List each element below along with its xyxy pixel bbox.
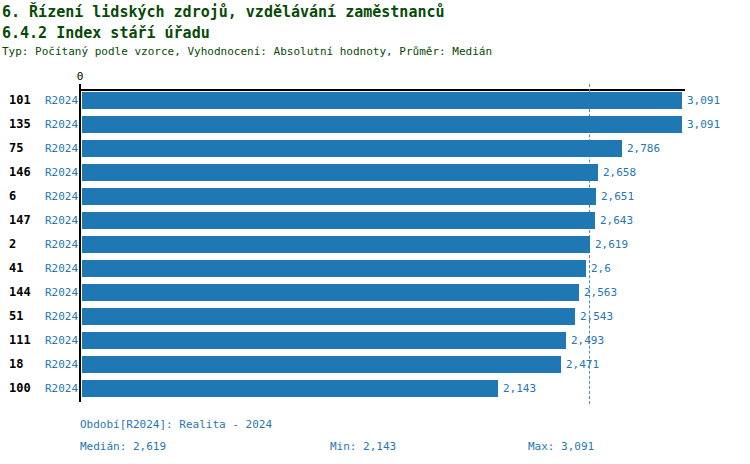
series-label: R2024 xyxy=(45,116,78,133)
value-bar xyxy=(82,116,682,133)
value-bar xyxy=(82,188,596,205)
value-label: 2,6 xyxy=(591,260,611,277)
category-label: 41 xyxy=(9,260,23,277)
value-bar xyxy=(82,212,595,229)
bar-row: 147 R2024 2,643 xyxy=(0,212,750,229)
bar-row: 51 R2024 2,543 xyxy=(0,308,750,325)
value-bar xyxy=(82,236,590,253)
series-label: R2024 xyxy=(45,140,78,157)
category-label: 75 xyxy=(9,140,23,157)
bar-row: 101 R2024 3,091 xyxy=(0,92,750,109)
bar-row: 135 R2024 3,091 xyxy=(0,116,750,133)
category-label: 2 xyxy=(9,236,16,253)
value-bar xyxy=(82,356,561,373)
category-label: 100 xyxy=(9,380,31,397)
chart-canvas: 6. Řízení lidských zdrojů, vzdělávání za… xyxy=(0,0,750,464)
value-bar xyxy=(82,92,682,109)
series-label: R2024 xyxy=(45,380,78,397)
series-label: R2024 xyxy=(45,92,78,109)
value-label: 2,658 xyxy=(603,164,636,181)
value-label: 2,143 xyxy=(503,380,536,397)
value-label: 2,493 xyxy=(571,332,604,349)
series-label: R2024 xyxy=(45,308,78,325)
category-label: 147 xyxy=(9,212,31,229)
value-label: 2,543 xyxy=(580,308,613,325)
bar-row: 100 R2024 2,143 xyxy=(0,380,750,397)
category-label: 18 xyxy=(9,356,23,373)
series-label: R2024 xyxy=(45,188,78,205)
value-label: 2,643 xyxy=(600,212,633,229)
category-label: 111 xyxy=(9,332,31,349)
bar-row: 75 R2024 2,786 xyxy=(0,140,750,157)
bar-row: 2 R2024 2,619 xyxy=(0,236,750,253)
bar-row: 111 R2024 2,493 xyxy=(0,332,750,349)
bar-row: 18 R2024 2,471 xyxy=(0,356,750,373)
bar-row: 146 R2024 2,658 xyxy=(0,164,750,181)
value-label: 2,619 xyxy=(595,236,628,253)
value-label: 2,563 xyxy=(584,284,617,301)
value-bar xyxy=(82,380,498,397)
value-label: 2,471 xyxy=(566,356,599,373)
value-bar xyxy=(82,140,622,157)
category-label: 101 xyxy=(9,92,31,109)
value-label: 3,091 xyxy=(687,92,720,109)
bar-row: 41 R2024 2,6 xyxy=(0,260,750,277)
value-label: 2,651 xyxy=(601,188,634,205)
category-label: 51 xyxy=(9,308,23,325)
category-label: 146 xyxy=(9,164,31,181)
value-bar xyxy=(82,260,586,277)
value-bar xyxy=(82,308,575,325)
series-label: R2024 xyxy=(45,236,78,253)
value-label: 2,786 xyxy=(627,140,660,157)
bar-row: 144 R2024 2,563 xyxy=(0,284,750,301)
category-label: 6 xyxy=(9,188,16,205)
series-label: R2024 xyxy=(45,164,78,181)
value-bar xyxy=(82,284,579,301)
category-label: 135 xyxy=(9,116,31,133)
series-label: R2024 xyxy=(45,356,78,373)
series-label: R2024 xyxy=(45,284,78,301)
bars-container: 101 R2024 3,091 135 R2024 3,091 75 R2024 2,786 14… xyxy=(0,0,750,464)
series-label: R2024 xyxy=(45,212,78,229)
bar-row: 6 R2024 2,651 xyxy=(0,188,750,205)
value-label: 3,091 xyxy=(687,116,720,133)
value-bar xyxy=(82,164,598,181)
series-label: R2024 xyxy=(45,332,78,349)
series-label: R2024 xyxy=(45,260,78,277)
category-label: 144 xyxy=(9,284,31,301)
value-bar xyxy=(82,332,566,349)
